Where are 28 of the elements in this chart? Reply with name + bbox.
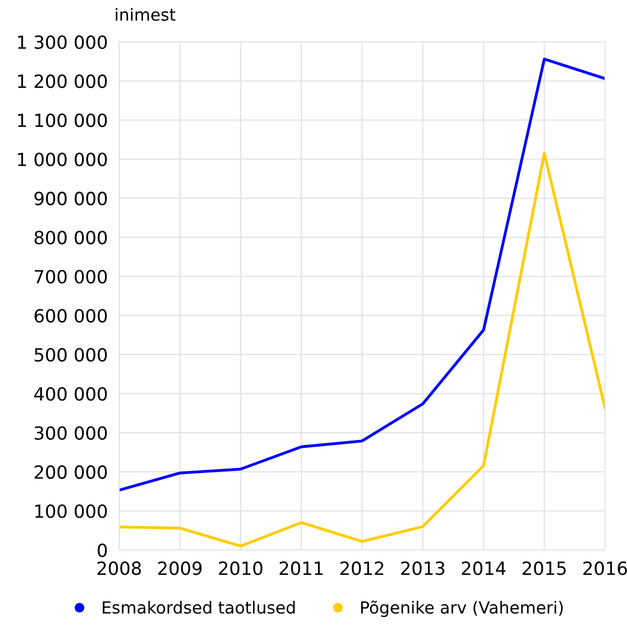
line-series	[119, 58, 606, 492]
x-tick-label: 2012	[340, 561, 384, 576]
line-series	[119, 152, 606, 548]
y-tick-label: 400 000	[34, 387, 107, 401]
legend-label: Põgenike arv (Vahemeri)	[361, 600, 563, 617]
x-tick-label: 2015	[522, 561, 566, 576]
y-tick-label: 300 000	[34, 426, 107, 440]
y-tick-label: 800 000	[34, 230, 107, 244]
x-tick-label: 2010	[218, 561, 262, 576]
x-tick-label: 2008	[97, 561, 141, 576]
y-tick-label: 1 100 000	[18, 114, 107, 128]
y-tick-label: 600 000	[34, 308, 107, 323]
x-tick-label: 2013	[401, 561, 444, 576]
y-tick-label: 700 000	[34, 270, 107, 284]
y-tick-label: 500 000	[34, 348, 107, 362]
y-tick-label: 100 000	[35, 504, 107, 518]
y-tick-label: 1 000 000	[18, 152, 107, 166]
y-tick-label: 900 000	[34, 192, 107, 206]
x-tick-label: 2016	[583, 561, 627, 576]
legend-label: Esmakordsed taotlused	[102, 600, 295, 614]
y-tick-label: 1 300 000	[18, 35, 107, 49]
x-tick-label: 2011	[280, 561, 323, 576]
x-tick-label: 2014	[462, 561, 506, 576]
y-tick-label: 0	[98, 543, 107, 558]
y-tick-label: 1 200 000	[18, 74, 107, 88]
x-tick-label: 2009	[158, 561, 202, 576]
y-tick-label: 200 000	[34, 465, 107, 479]
y-axis-title: inimest	[116, 8, 176, 21]
